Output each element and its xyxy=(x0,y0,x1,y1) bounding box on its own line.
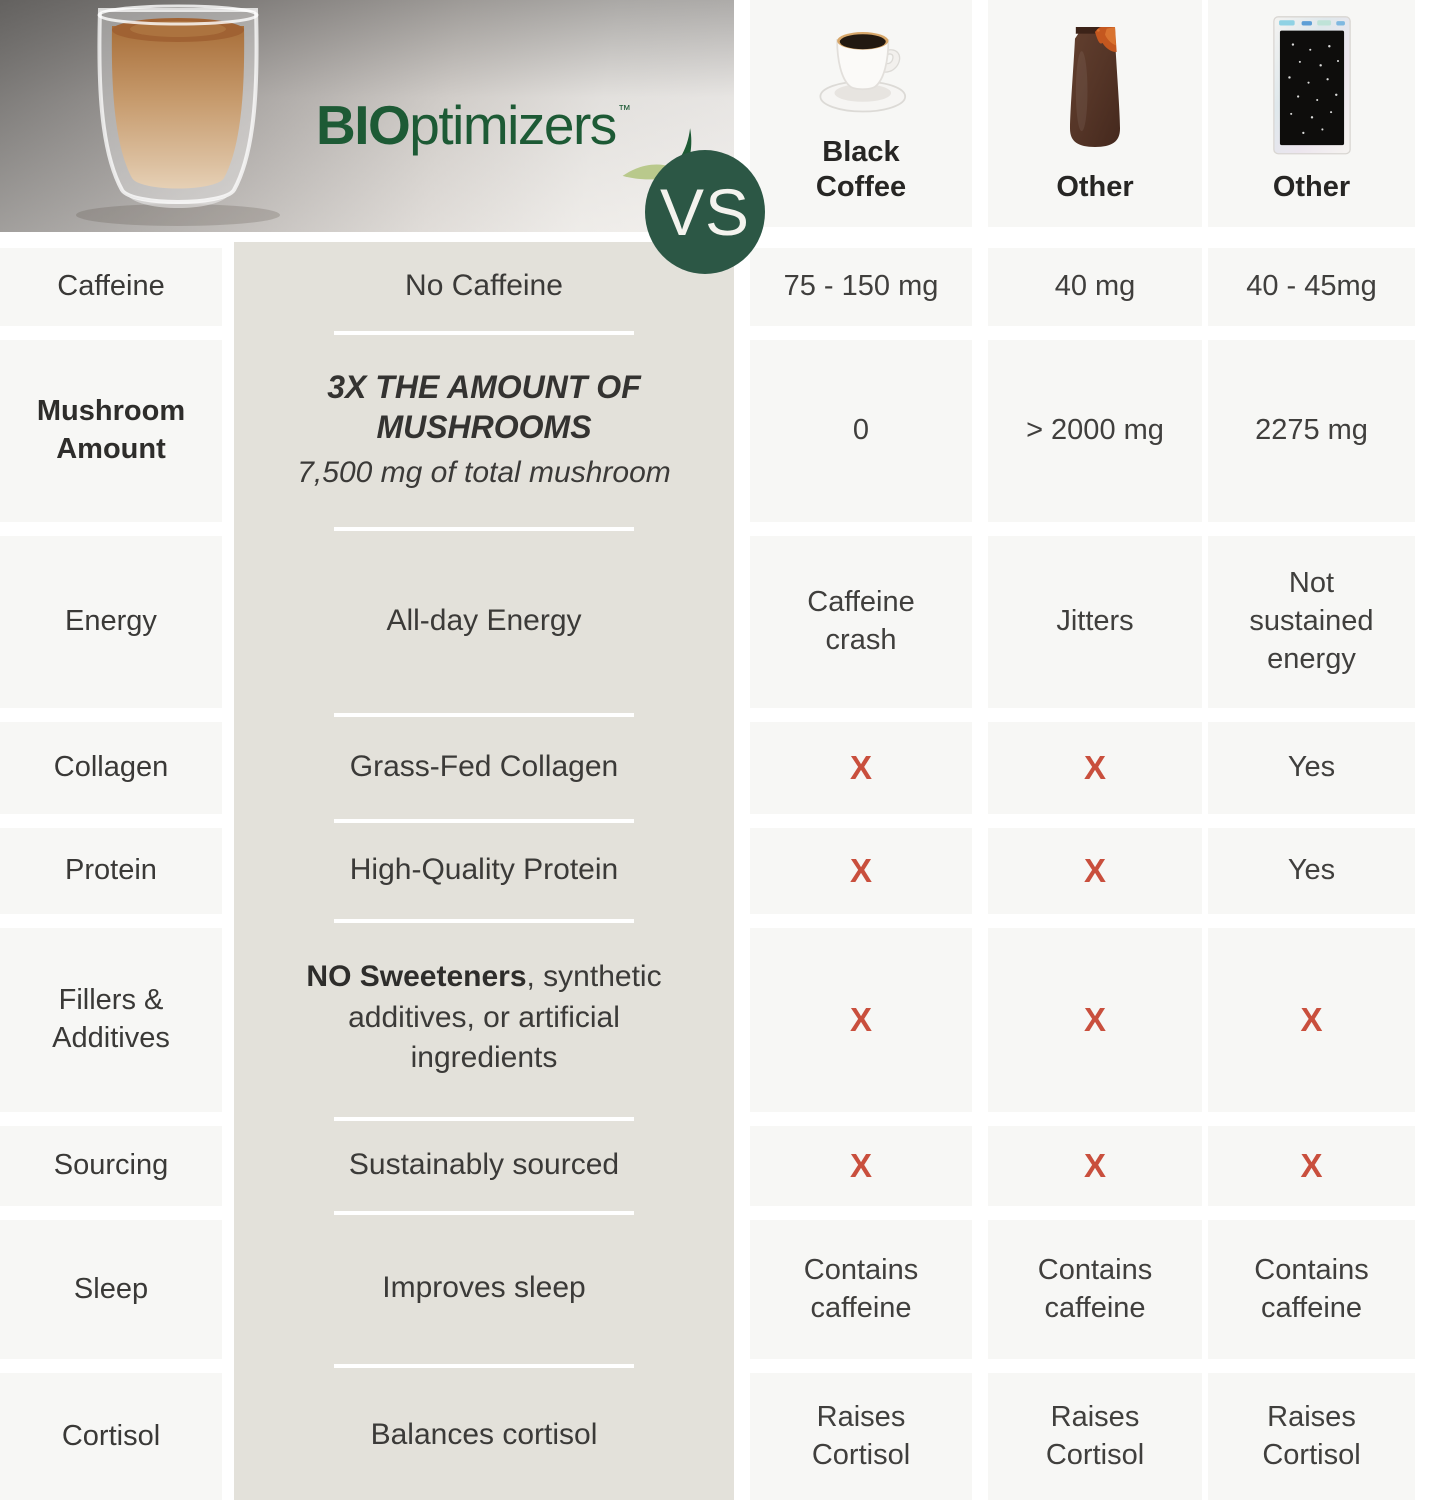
header-band: BIOptimizers ™ VS xyxy=(0,0,1429,274)
bio-value-caffeine: No Caffeine xyxy=(234,242,734,326)
bio-value-fillers: NO Sweeteners, synthetic additives, or a… xyxy=(234,914,734,1112)
other2-protein: Yes xyxy=(1208,828,1415,914)
mushroom-headline: 3X THE AMOUNT OF MUSHROOMS xyxy=(327,368,641,445)
other2-cortisol: Raises Cortisol xyxy=(1208,1373,1415,1500)
other1-sleep: Contains caffeine xyxy=(988,1220,1202,1359)
trademark-symbol: ™ xyxy=(617,102,631,117)
other1-caffeine: 40 mg xyxy=(988,248,1202,326)
fillers-statement: NO Sweeteners, synthetic additives, or a… xyxy=(306,960,662,1075)
hero-photo: BIOptimizers ™ xyxy=(0,0,734,232)
row-label-sleep: Sleep xyxy=(0,1220,222,1359)
other1-collagen-x: X xyxy=(988,722,1202,814)
bio-value-sleep: Improves sleep xyxy=(234,1206,734,1359)
brown-pouch-icon xyxy=(1045,0,1145,170)
row-label-energy: Energy xyxy=(0,536,222,708)
other1-cortisol: Raises Cortisol xyxy=(988,1373,1202,1500)
other2-collagen: Yes xyxy=(1208,722,1415,814)
competitor-header-black-coffee: Black Coffee xyxy=(750,0,972,227)
other2-fillers-x: X xyxy=(1208,928,1415,1112)
black-coffee-protein-x: X xyxy=(750,828,972,914)
competitor-header-other-pouch: Other xyxy=(988,0,1202,227)
coffee-cup-icon xyxy=(808,0,914,135)
competitor-name: Other xyxy=(1056,171,1134,204)
other2-mushroom: 2275 mg xyxy=(1208,340,1415,522)
black-coffee-collagen-x: X xyxy=(750,722,972,814)
bioptimizers-logo-text: BIOptimizers xyxy=(316,98,617,153)
logo-rest-text: ptimizers xyxy=(409,94,617,156)
other1-sourcing-x: X xyxy=(988,1126,1202,1206)
bioptimizers-logo: BIOptimizers ™ xyxy=(316,98,695,190)
other2-sourcing-x: X xyxy=(1208,1126,1415,1206)
black-coffee-fillers-x: X xyxy=(750,928,972,1112)
black-coffee-cortisol: Raises Cortisol xyxy=(750,1373,972,1500)
competitor-header-other-pack: Other xyxy=(1208,0,1415,227)
competitor-name: Other xyxy=(1272,171,1351,204)
bio-value-protein: High-Quality Protein xyxy=(234,814,734,914)
bio-value-cortisol: Balances cortisol xyxy=(234,1359,734,1500)
black-coffee-mushroom: 0 xyxy=(750,340,972,522)
other1-mushroom: > 2000 mg xyxy=(988,340,1202,522)
foil-pack-icon xyxy=(1260,0,1364,170)
black-coffee-sleep: Contains caffeine xyxy=(750,1220,972,1359)
other1-fillers-x: X xyxy=(988,928,1202,1112)
other2-sleep: Contains caffeine xyxy=(1208,1220,1415,1359)
row-label-collagen: Collagen xyxy=(0,722,222,814)
bio-value-collagen: Grass-Fed Collagen xyxy=(234,708,734,814)
row-label-protein: Protein xyxy=(0,828,222,914)
other2-caffeine: 40 - 45mg xyxy=(1208,248,1415,326)
bio-value-sourcing: Sustainably sourced xyxy=(234,1112,734,1206)
competitor-name: Black Coffee xyxy=(815,136,907,204)
vs-label: VS xyxy=(659,175,751,249)
mushroom-subline: 7,500 mg of total mushroom xyxy=(297,455,671,489)
other1-energy: Jitters xyxy=(988,536,1202,708)
bio-value-energy: All-day Energy xyxy=(234,522,734,708)
vs-badge: VS xyxy=(645,150,765,274)
row-label-mushroom-amount: Mushroom Amount xyxy=(0,340,222,522)
row-label-sourcing: Sourcing xyxy=(0,1126,222,1206)
row-label-cortisol: Cortisol xyxy=(0,1373,222,1500)
row-label-fillers-additives: Fillers & Additives xyxy=(0,928,222,1112)
bio-value-mushroom-amount: 3X THE AMOUNT OF MUSHROOMS 7,500 mg of t… xyxy=(234,326,734,522)
black-coffee-energy: Caffeine crash xyxy=(750,536,972,708)
black-coffee-sourcing-x: X xyxy=(750,1126,972,1206)
logo-bio-text: BIO xyxy=(316,94,411,156)
other2-energy: Not sustained energy xyxy=(1208,536,1415,708)
row-label-caffeine: Caffeine xyxy=(0,248,222,326)
black-coffee-caffeine: 75 - 150 mg xyxy=(750,248,972,326)
other1-protein-x: X xyxy=(988,828,1202,914)
comparison-grid: Caffeine No Caffeine 75 - 150 mg 40 mg 4… xyxy=(0,242,1429,1500)
latte-glass-image xyxy=(76,4,280,226)
